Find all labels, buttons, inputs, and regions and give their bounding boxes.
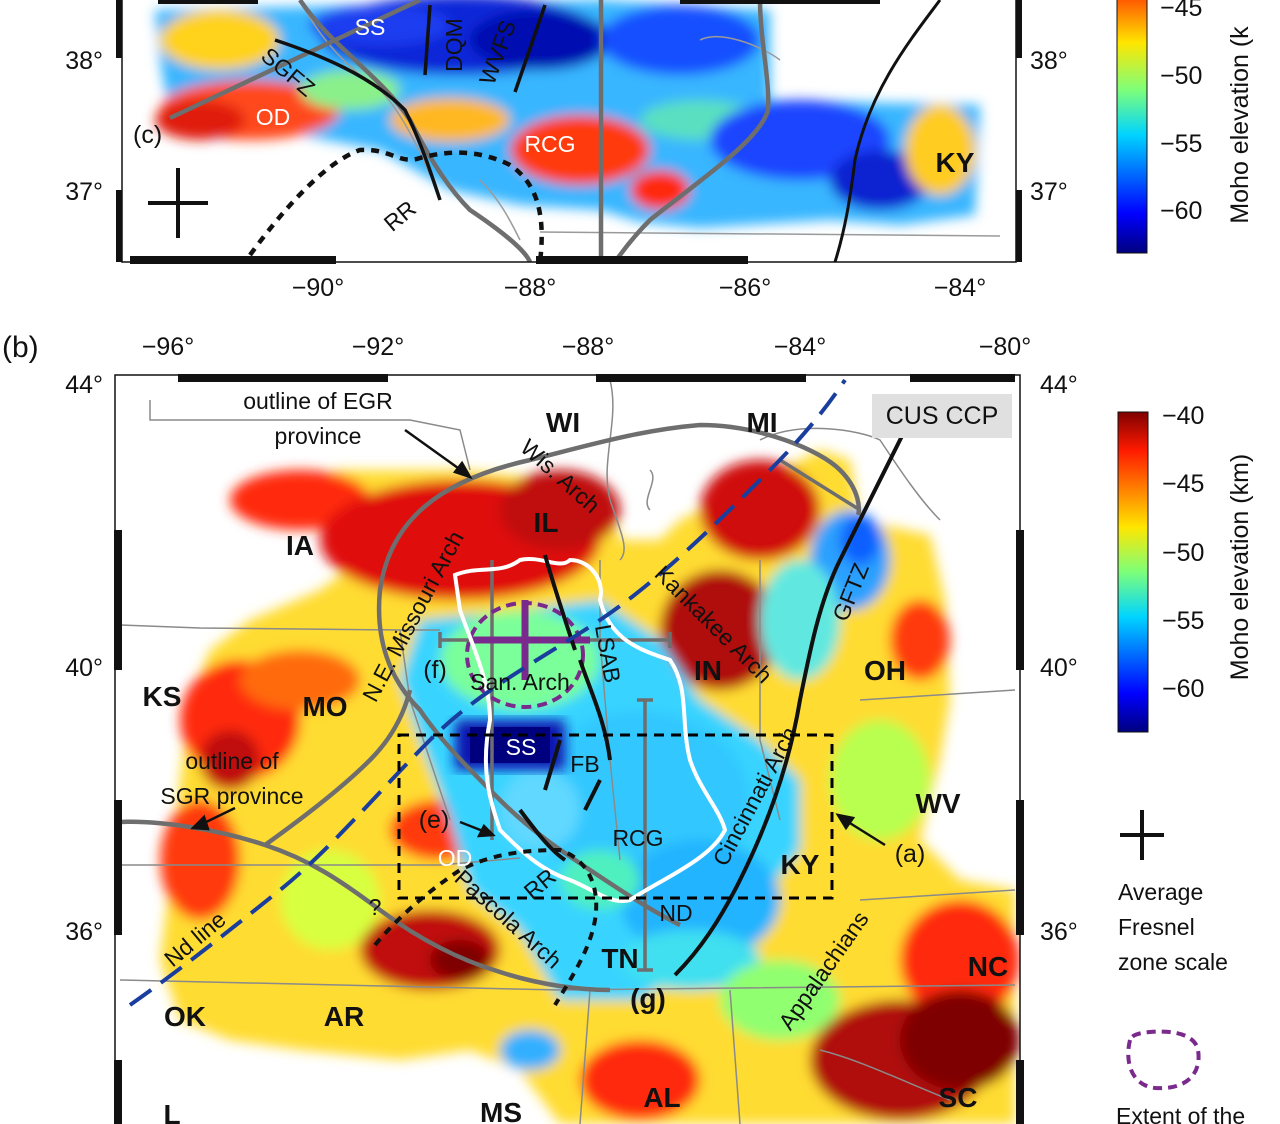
colorbar-bottom-tick: −50	[1162, 539, 1204, 567]
colorbar-top-tick: −45	[1160, 0, 1202, 22]
state-label-wi: WI	[546, 407, 580, 438]
legend-extent-dashed-outline	[1126, 1029, 1201, 1091]
panel-a-frame-ticks	[116, 0, 1022, 264]
state-label-nc: NC	[968, 951, 1008, 982]
feature-nd: ND	[659, 900, 692, 926]
legend-fresnel-cross	[1120, 810, 1164, 860]
study-area-box	[397, 733, 834, 900]
profile-label-f: (f)	[423, 656, 447, 684]
panel-a-moho-field	[155, 0, 1001, 262]
panel-b-lat-tick: 44°	[65, 371, 103, 399]
colorbar-bottom-tick: −40	[1162, 402, 1204, 430]
colorbar-bottom: −40 −45 −50 −55 −60 Moho elevation (km)	[1117, 402, 1254, 733]
legend-extent-text: Extent of the	[1116, 1103, 1245, 1124]
panel-a-lat-tick: 38°	[65, 47, 103, 75]
panel-b-frame-ticks	[114, 374, 1024, 1124]
state-label-ok: OK	[164, 1001, 206, 1032]
region-label-od: OD	[256, 104, 291, 130]
panel-b-label: (b)	[2, 331, 39, 364]
fresnel-extent-ellipse	[465, 601, 585, 709]
panel-b-lon-tick: −84°	[774, 333, 826, 361]
legend-fresnel-line1: Average	[1118, 879, 1203, 905]
region-label-ky: KY	[936, 147, 975, 178]
panel-b-lon-tick: −96°	[142, 333, 194, 361]
state-label-mi: MI	[746, 407, 777, 438]
state-label-in: IN	[694, 655, 722, 686]
legend-fresnel-line3: zone scale	[1118, 949, 1228, 975]
panel-a-fresnel-cross	[148, 168, 208, 238]
panel-b-lat-tick: 40°	[65, 654, 103, 682]
annotation-egr-line1: outline of EGR	[243, 388, 393, 414]
legend-fresnel-line2: Fresnel	[1118, 914, 1195, 940]
colorbar-top: −45 −50 −55 −60 Moho elevation (k	[1116, 0, 1254, 254]
panel-a-lon-tick: −88°	[504, 274, 556, 302]
state-label-ia: IA	[286, 530, 314, 561]
panel-b-moho-field	[119, 378, 1020, 1124]
feature-rcg: RCG	[612, 825, 663, 851]
feature-ss: SS	[506, 734, 537, 760]
state-label-il: IL	[534, 507, 559, 538]
colorbar-top-tick: −50	[1160, 62, 1202, 90]
egr-outline	[376, 422, 862, 928]
reelfoot-rift-outline	[373, 847, 599, 1007]
nd-line	[128, 378, 847, 1007]
sgr-outline	[119, 689, 611, 993]
panel-b: (b)	[2, 331, 1078, 1124]
colorbar-bottom-tick: −55	[1162, 607, 1204, 635]
annotation-sgr-line2: SGR province	[160, 783, 303, 809]
profile-label-g: (g)	[630, 983, 666, 1014]
colorbar-bottom-label: Moho elevation (km)	[1226, 454, 1254, 680]
panel-a-lon-tick: −86°	[719, 274, 771, 302]
state-label-sc: SC	[939, 1082, 978, 1113]
region-label-dqm: DQM	[441, 18, 467, 72]
state-label-ks: KS	[143, 681, 182, 712]
fault-lines	[518, 429, 907, 977]
panel-b-lat-tick-right: 44°	[1040, 371, 1078, 399]
feature-san-arch: San. Arch	[470, 669, 570, 695]
feature-question: ?	[369, 894, 382, 920]
region-label-rcg: RCG	[524, 131, 575, 157]
state-label-l: L	[163, 1099, 180, 1124]
panel-b-lat-tick: 36°	[65, 918, 103, 946]
colorbar-top-label: Moho elevation (k	[1226, 26, 1254, 224]
colorbar-top-tick: −60	[1160, 197, 1202, 225]
state-label-al: AL	[643, 1082, 680, 1113]
profile-label-a: (a)	[895, 840, 926, 868]
colorbar-bottom-tick: −45	[1162, 470, 1204, 498]
panel-a-lat-tick: 37°	[65, 178, 103, 206]
title-box	[872, 394, 1012, 438]
colorbar-bottom-tick: −60	[1162, 675, 1204, 703]
state-boundaries	[119, 379, 1016, 1124]
state-label-ky: KY	[781, 849, 820, 880]
state-label-ar: AR	[324, 1001, 364, 1032]
state-label-ms: MS	[480, 1097, 522, 1124]
colorbar-top-tick: −55	[1160, 130, 1202, 158]
annotation-sgr-line1: outline of	[185, 748, 279, 774]
panel-a-lat-tick-right: 37°	[1030, 178, 1068, 206]
region-label-ss: SS	[355, 14, 386, 40]
panel-b-lon-tick: −88°	[562, 333, 614, 361]
profile-label-c: (c)	[133, 121, 162, 149]
legend: Average Fresnel zone scale Extent of the	[1116, 810, 1245, 1124]
region-label-rr: RR	[379, 195, 421, 236]
feature-od: OD	[438, 845, 473, 871]
state-label-mo: MO	[302, 691, 347, 722]
title-box-text: CUS CCP	[886, 402, 999, 430]
panel-a-lon-tick: −84°	[934, 274, 986, 302]
state-label-tn: TN	[601, 943, 638, 974]
state-label-wv: WV	[915, 788, 960, 819]
panel-b-lat-tick-right: 40°	[1040, 654, 1078, 682]
state-label-oh: OH	[864, 655, 906, 686]
panel-a-lat-tick-right: 38°	[1030, 47, 1068, 75]
annotation-egr-line2: province	[275, 423, 362, 449]
white-outline-region	[452, 556, 728, 903]
profile-label-e: (e)	[419, 806, 450, 834]
feature-fb: FB	[570, 751, 599, 777]
panel-b-lat-tick-right: 36°	[1040, 918, 1078, 946]
panel-b-lon-tick: −92°	[352, 333, 404, 361]
panel-a-lon-tick: −90°	[292, 274, 344, 302]
panel-a: 38° 37° 38° 37° −90° −88° −86° −84° SS D…	[65, 0, 1068, 302]
panel-b-lon-tick: −80°	[979, 333, 1031, 361]
